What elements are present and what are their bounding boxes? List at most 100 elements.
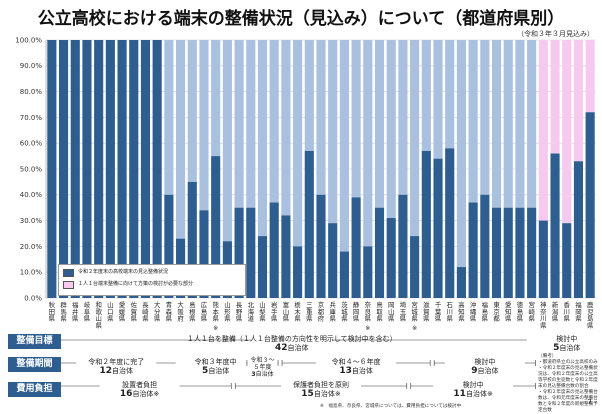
x-tick-label: 福島県 — [482, 300, 489, 323]
bar-done-segment — [328, 223, 338, 298]
bar-done-segment — [550, 153, 560, 298]
x-tick-label: 佐賀県 — [131, 300, 138, 323]
bar-done-segment — [445, 148, 455, 298]
group-label: 検討中 — [556, 334, 577, 343]
y-tick-label: 70.0% — [20, 114, 43, 122]
bar-done-segment — [456, 267, 466, 298]
bar-done-segment — [491, 207, 502, 298]
bar-done-segment — [293, 246, 303, 298]
bar-done-segment — [47, 40, 57, 298]
x-tick-label: 三重県 — [306, 301, 313, 323]
bar-remaining-segment — [304, 40, 314, 151]
bar-remaining-segment — [211, 40, 221, 157]
group-count: 16自治体※ — [120, 389, 160, 399]
bar-remaining-segment — [445, 40, 455, 149]
x-tick-label: 宮城県 — [411, 300, 418, 323]
x-tick-label: 東京都 — [493, 300, 500, 323]
legend-label-done: 令和２年度末の高校端末の見込整備状況 — [78, 269, 169, 275]
bar-done-segment — [468, 202, 478, 298]
bar-remaining-segment — [515, 40, 525, 208]
bracket-label-bg — [444, 357, 525, 373]
row-label-cost: 費用負担 — [8, 382, 61, 397]
bar-done-segment — [234, 207, 244, 298]
bar-done-segment — [398, 194, 408, 298]
bar-done-segment — [374, 207, 385, 298]
footnote-mark: ※ — [412, 325, 417, 332]
x-tick-label: 茨城県 — [341, 300, 348, 323]
x-tick-label: 山口県 — [107, 300, 114, 323]
bar-remaining-segment — [351, 40, 361, 198]
bar-remaining-segment — [222, 40, 232, 242]
x-tick-label: 島根県 — [189, 300, 196, 323]
bar-remaining-segment — [164, 40, 174, 195]
bar-done-segment — [421, 150, 431, 298]
date-note: （令和３年３月見込み） — [517, 30, 594, 38]
x-tick-label: 熊本県 — [212, 300, 219, 323]
bar-done-segment — [339, 251, 349, 298]
bar-remaining-segment — [468, 40, 478, 203]
x-tick-label: 広島県 — [201, 300, 208, 323]
x-tick-label: 岐阜県 — [84, 300, 91, 323]
bar-done-segment — [140, 40, 151, 298]
x-tick-label: 埼玉県 — [400, 300, 407, 323]
group-label: 令和３～ — [250, 356, 274, 364]
x-tick-label: 石川県 — [447, 301, 454, 323]
x-tick-label: 群馬県 — [60, 300, 67, 323]
group-label: ５年度 — [253, 363, 271, 371]
footnote-mark: ※ — [213, 325, 218, 332]
bar-done-segment — [269, 202, 279, 298]
x-tick-label: 新潟県 — [552, 300, 559, 323]
x-tick-label: 岩手県 — [271, 300, 278, 323]
y-tick-label: 40.0% — [20, 191, 43, 199]
x-tick-label: 愛知県 — [505, 300, 512, 323]
bracket-label-bg — [433, 380, 514, 396]
group-label: １人１台を整備（１人１台整備の方向性を明示して検討中を含む） — [187, 334, 397, 343]
bar-done-segment — [573, 161, 584, 298]
group-count: 3自治体 — [251, 370, 273, 378]
page-number: 7 — [587, 398, 592, 406]
bar-done-segment — [527, 207, 537, 298]
page-title: 公立高校における端末の整備状況（見込み）について（都道府県別） — [37, 9, 565, 29]
bar-done-segment — [105, 40, 115, 298]
x-tick-label: 神奈川県 — [540, 300, 547, 329]
bar-remaining-segment — [199, 40, 209, 211]
group-count: 5自治体 — [553, 343, 580, 353]
group-label: 令和３年度中 — [195, 357, 237, 366]
bar-remaining-segment — [269, 40, 279, 203]
x-tick-label: 兵庫県 — [330, 300, 337, 323]
y-tick-label: 50.0% — [20, 165, 43, 173]
bar-done-segment — [480, 194, 490, 298]
x-tick-label: 岡山県 — [388, 301, 395, 323]
y-tick-label: 0.0% — [24, 294, 42, 302]
x-tick-label: 滋賀県 — [423, 300, 430, 323]
x-tick-label: 山梨県 — [259, 300, 266, 323]
bar-done-segment — [515, 207, 525, 298]
y-tick-label: 60.0% — [20, 140, 43, 148]
bar-done-segment — [211, 156, 221, 298]
y-tick-label: 90.0% — [20, 62, 43, 70]
bar-remaining-segment — [550, 40, 560, 154]
x-tick-label: 奈良県 — [365, 300, 372, 323]
x-tick-label: 高知県 — [458, 300, 465, 323]
bracket-label-bg — [526, 334, 602, 350]
x-tick-label: 北海道 — [248, 301, 255, 323]
group-count: 9自治体 — [471, 366, 498, 376]
bar-remaining-segment — [538, 40, 548, 221]
legend-item-pending: １人１台端末整備に向けて方策の検討が必要な部分 — [63, 280, 241, 289]
group-count: 5自治体 — [202, 366, 229, 376]
group-count: 12自治体 — [99, 366, 133, 376]
bar-remaining-segment — [386, 40, 396, 219]
bar-remaining-segment — [374, 40, 385, 208]
bar-done-segment — [70, 40, 80, 298]
x-tick-label: 福井県 — [72, 300, 79, 323]
group-count: 11自治体※ — [453, 389, 493, 399]
x-tick-label: 和歌山県 — [95, 300, 102, 329]
bracket-label-bg — [76, 357, 157, 373]
bar-done-segment — [433, 158, 443, 298]
row-label-period: 整備期間 — [8, 357, 61, 372]
bar-remaining-segment — [456, 40, 466, 268]
bar-done-segment — [585, 112, 595, 299]
bar-done-segment — [164, 194, 174, 298]
x-tick-label: 千葉県 — [435, 300, 442, 323]
